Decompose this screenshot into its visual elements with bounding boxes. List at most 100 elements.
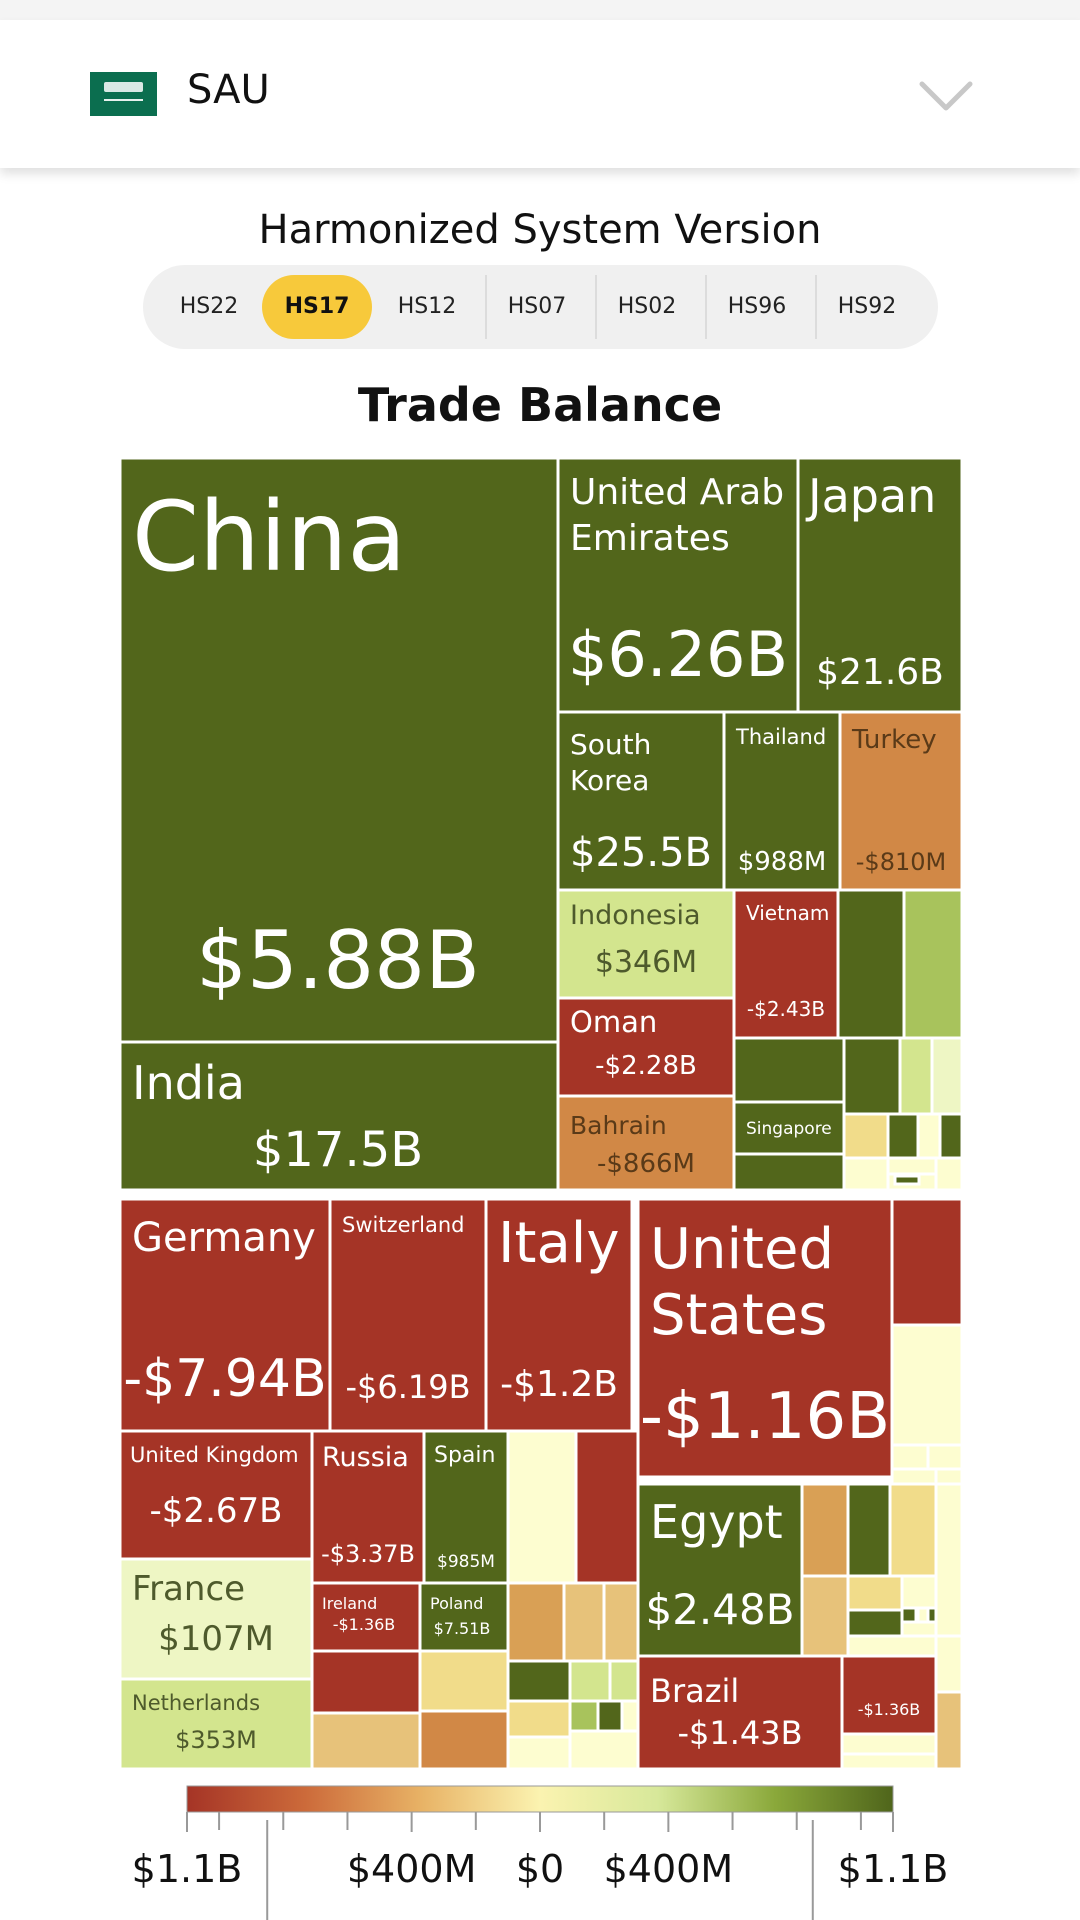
treemap-tile[interactable]: [842, 1156, 890, 1192]
treemap-tile[interactable]: [934, 1690, 962, 1770]
treemap-tile[interactable]: [636, 1197, 894, 1479]
treemap-tile[interactable]: [418, 1581, 510, 1653]
treemap-tile[interactable]: [506, 1581, 566, 1663]
treemap-tile[interactable]: [890, 1323, 962, 1447]
treemap-tile[interactable]: [846, 1634, 938, 1658]
treemap-tile[interactable]: [418, 1709, 510, 1770]
treemap-tile[interactable]: [898, 1036, 934, 1116]
treemap-tile[interactable]: [310, 1711, 422, 1770]
treemap-tile[interactable]: [800, 1482, 850, 1578]
treemap-tile[interactable]: [568, 1699, 600, 1733]
chevron-down-icon[interactable]: [918, 78, 974, 114]
tile-value-label: $107M: [158, 1619, 274, 1659]
treemap-tile[interactable]: [596, 1699, 624, 1733]
tile-value-label: $17.5B: [253, 1122, 423, 1178]
treemap-tile[interactable]: [506, 1699, 572, 1739]
treemap-tile[interactable]: [890, 1197, 962, 1327]
treemap-tile[interactable]: [310, 1581, 422, 1653]
tab-hs92[interactable]: HS92: [837, 294, 897, 319]
country-selector[interactable]: SAU: [0, 20, 1080, 168]
tile-country-label: Egypt: [650, 1495, 783, 1549]
saudi-arabia-flag-icon: [90, 72, 157, 116]
treemap-tile[interactable]: [608, 1659, 640, 1703]
tab-hs07[interactable]: HS07: [507, 294, 567, 319]
tile-country-label: Singapore: [746, 1119, 832, 1139]
tile-value-label: -$3.37B: [321, 1540, 415, 1568]
treemap-tile[interactable]: [120, 1040, 560, 1192]
treemap-tile[interactable]: [840, 1732, 938, 1756]
tab-hs02[interactable]: HS02: [617, 294, 677, 319]
treemap-tile[interactable]: [836, 888, 906, 1040]
treemap-tile[interactable]: [900, 1574, 938, 1638]
tab-divider: [705, 275, 707, 339]
treemap-tile[interactable]: [506, 1735, 572, 1770]
treemap-tile[interactable]: [886, 1112, 920, 1160]
treemap-tile[interactable]: [840, 1654, 938, 1736]
treemap-tile[interactable]: [328, 1197, 488, 1433]
treemap-tile[interactable]: [893, 1174, 921, 1186]
treemap-tile[interactable]: [916, 1112, 942, 1160]
tile-country-label: Bahrain: [570, 1111, 667, 1140]
treemap-tile[interactable]: [620, 1699, 640, 1733]
treemap-tile[interactable]: [930, 1036, 962, 1116]
treemap-tile[interactable]: [732, 1100, 846, 1156]
treemap-tile[interactable]: [418, 1649, 510, 1713]
treemap-tile[interactable]: [840, 1752, 938, 1770]
treemap-tile[interactable]: [846, 1574, 904, 1612]
treemap-tile[interactable]: [842, 1036, 902, 1116]
treemap-tile[interactable]: [926, 1606, 938, 1624]
tile-country-label: Switzerland: [342, 1213, 465, 1237]
treemap-tile[interactable]: [556, 710, 726, 892]
treemap-tile[interactable]: [838, 710, 962, 892]
treemap-tile[interactable]: [934, 1156, 962, 1192]
treemap-tile[interactable]: [888, 1482, 938, 1578]
tab-hs96[interactable]: HS96: [727, 294, 787, 319]
treemap-tile[interactable]: [310, 1649, 422, 1715]
treemap-tile[interactable]: [568, 1729, 640, 1770]
tile-value-label: -$866M: [597, 1149, 695, 1179]
treemap-tile[interactable]: [886, 1156, 938, 1176]
treemap-tile[interactable]: [484, 1197, 634, 1433]
tile-value-label: $7.51B: [434, 1619, 491, 1638]
treemap-tile[interactable]: [568, 1659, 612, 1703]
treemap-tile[interactable]: [902, 888, 962, 1040]
treemap-tile[interactable]: [506, 1659, 572, 1703]
tile-value-label: $353M: [175, 1726, 257, 1754]
treemap-tile[interactable]: [926, 1443, 962, 1471]
treemap-tile[interactable]: [506, 1429, 578, 1585]
tile-value-label: -$6.19B: [345, 1368, 470, 1406]
treemap-tile[interactable]: [732, 1152, 846, 1192]
tab-hs12[interactable]: HS12: [397, 294, 457, 319]
treemap-tile[interactable]: [310, 1429, 426, 1585]
tile-country-label: United Arab: [570, 472, 784, 513]
tab-hs22[interactable]: HS22: [179, 294, 239, 319]
treemap-tile[interactable]: [846, 1482, 892, 1578]
treemap-tile[interactable]: [846, 1608, 904, 1638]
trade-balance-treemap: China $5.88B India$17.5B United Arab Emirate…: [120, 458, 962, 1770]
treemap-tile[interactable]: [574, 1429, 640, 1585]
treemap-tile[interactable]: [556, 1094, 736, 1192]
treemap-tile[interactable]: [890, 1443, 930, 1471]
treemap-tile[interactable]: [934, 1482, 962, 1638]
tab-hs17[interactable]: HS17: [262, 275, 372, 339]
treemap-tile[interactable]: [120, 1677, 314, 1770]
treemap-tile[interactable]: [732, 1036, 846, 1104]
treemap-tile[interactable]: [556, 996, 736, 1098]
treemap-tile[interactable]: [934, 1634, 962, 1694]
treemap-tile[interactable]: [800, 1574, 850, 1658]
treemap-tile[interactable]: [120, 1557, 314, 1681]
treemap-tile[interactable]: [842, 1112, 890, 1160]
tile-country-label: Thailand: [735, 725, 826, 749]
treemap-tile[interactable]: [732, 888, 840, 1040]
treemap-tile[interactable]: [722, 710, 842, 892]
treemap-tile[interactable]: [556, 458, 800, 714]
treemap-tile[interactable]: [938, 1112, 962, 1160]
tile-value-label: -$810M: [856, 848, 946, 876]
treemap-tile[interactable]: [900, 1606, 918, 1624]
treemap-tile[interactable]: [120, 1197, 332, 1433]
treemap-tile[interactable]: [636, 1482, 804, 1658]
treemap-tile[interactable]: [562, 1581, 606, 1663]
treemap-tile[interactable]: [636, 1654, 844, 1770]
tile-value-label: -$1.36B: [858, 1700, 921, 1719]
treemap-tile[interactable]: [602, 1581, 640, 1663]
